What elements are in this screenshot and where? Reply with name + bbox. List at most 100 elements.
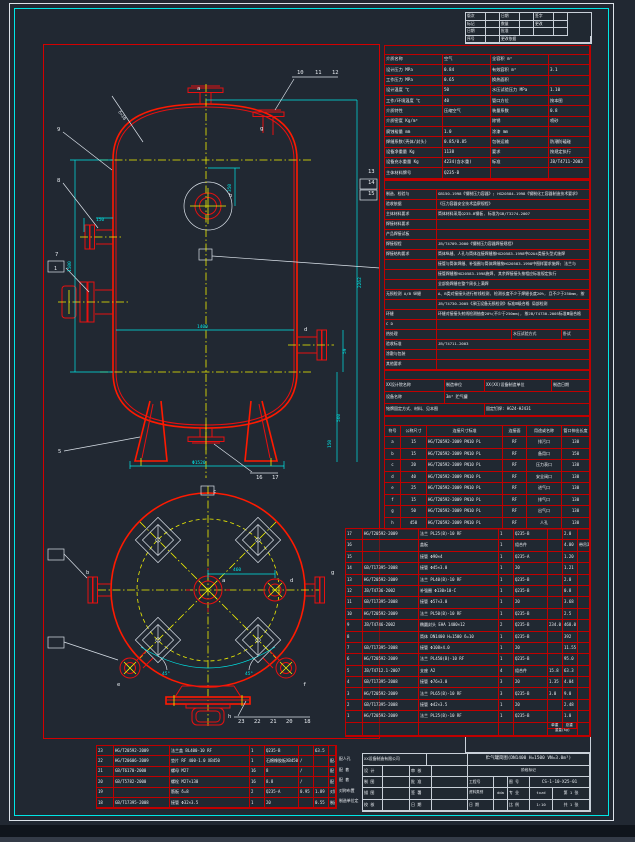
table-cell: 有效容积 m³ xyxy=(491,65,549,76)
table-row: 制造、检验与 GB150-1998《钢制压力容器》; HG20584-1998《钢… xyxy=(385,190,590,200)
table-cell: 20 xyxy=(514,642,548,655)
table-cell: 更改 xyxy=(534,20,554,28)
table-cell: 描 图 xyxy=(363,788,383,800)
table-cell: 19 xyxy=(97,787,114,798)
table-cell xyxy=(383,788,410,800)
table-cell: 接管 Φ108×4.0 xyxy=(419,642,499,655)
table-cell: txzd xyxy=(530,788,553,800)
nozzle-letter-label: a xyxy=(222,578,225,584)
table-cell: 数量 xyxy=(500,20,520,28)
table-cell: dda xyxy=(494,788,508,800)
table-cell xyxy=(383,799,410,811)
table-cell: / xyxy=(299,756,314,767)
table-cell: 批 准 xyxy=(410,777,432,788)
table-row: 主体材料牌号 Q235-B xyxy=(385,168,590,179)
table-row: 铭牌固定方式、材料、见本图 固定钉焊: HG24-HJ431 xyxy=(385,404,590,416)
table-cell: 日 期 xyxy=(410,799,432,811)
column-header xyxy=(363,722,419,736)
part-balloon-label: 12 xyxy=(332,70,339,76)
table-cell: HG/T20592-2009 xyxy=(363,688,419,700)
table-cell: 签 署 xyxy=(410,788,432,800)
table-cell: 11.55 xyxy=(563,642,578,655)
table-row: 设计压力 MPa 0.84 有效容积 m³ 3.1 xyxy=(385,65,590,76)
part-balloon-label: 22 xyxy=(254,719,261,725)
table-cell: 1138 xyxy=(443,147,491,158)
table-cell: 按规定执行 xyxy=(549,147,590,158)
table-cell: 20 xyxy=(514,597,548,609)
table-cell: a xyxy=(385,437,401,449)
table-cell: 接管 Φ57×3.0 xyxy=(419,597,499,609)
table-cell: 法兰 PL25(B)-10 RF xyxy=(419,711,499,723)
table-cell: 1 xyxy=(499,608,514,621)
table-row: 产品焊接试板 xyxy=(385,230,590,240)
table-cell xyxy=(548,563,563,575)
table-cell: 63.3 xyxy=(563,665,578,678)
table-cell: XX(XX)设备制造单位 xyxy=(485,380,552,392)
table-cell: HG/T20592-2009 xyxy=(114,746,170,757)
table-cell: Q235-B xyxy=(514,529,548,541)
table-cell: 3.1 xyxy=(549,65,590,76)
part-balloon-label: 9 xyxy=(57,127,60,133)
drawing-sheet[interactable]: 10 11 12 9 8 7 5 16 17 13 14 15 23 22 21 20 18 a g b d c a d b g e… xyxy=(0,0,635,825)
table-cell: / xyxy=(299,766,314,778)
table-cell xyxy=(548,574,563,586)
table-cell xyxy=(578,574,590,586)
table-row: 17 HG/T20592-2009 法兰 PL25(B)-10 RF 1 Q235-B 2… xyxy=(346,529,590,541)
table-cell: 1 xyxy=(499,551,514,564)
table-cell: 介质特性 xyxy=(385,106,443,117)
table-cell xyxy=(554,20,568,28)
table-cell: 焊接材料要求 xyxy=(385,220,437,230)
table-row: 版次 日期 签字 xyxy=(466,13,591,21)
table-cell xyxy=(383,766,410,777)
table-row: 主体材料要求 筒体材料采用Q235-B钢板, 标准为GB/T3274-2007 xyxy=(385,210,590,220)
table-cell: 按本图 xyxy=(549,96,590,107)
part-balloon-label: 20 xyxy=(286,719,293,725)
table-cell: 卧试 xyxy=(562,330,590,340)
part-balloon-label: 14 xyxy=(368,180,375,186)
table-cell: 20 xyxy=(514,677,548,689)
table-row: 焊接规程 JB/T4709-2000《钢制压力容器焊接规程》 xyxy=(385,240,590,250)
table-cell xyxy=(363,631,419,643)
table-cell: 法兰盖 BL400-10 RF xyxy=(170,746,250,757)
table-cell: 14 xyxy=(346,563,363,575)
table-cell: 筒体材料采用Q235-B钢板, 标准为GB/T3274-2007 xyxy=(437,210,590,220)
table-cell: 腐蚀裕量 mm xyxy=(385,127,443,138)
table-cell xyxy=(578,608,590,621)
table-cell: HG/T20592-2009 xyxy=(363,529,419,541)
table-cell xyxy=(548,597,563,609)
table-cell: 0.8 xyxy=(563,585,578,598)
table-row xyxy=(385,371,590,380)
table-cell xyxy=(437,320,590,330)
table-row: 15 接管 Φ90×4 1 Q235-A 1.20 xyxy=(346,551,590,564)
table-cell: 1.21 xyxy=(563,563,578,575)
table-cell: 筒体 DN1400 H=1500 δ=10 xyxy=(419,631,499,643)
sheet-number: 第 1 张 xyxy=(553,788,590,800)
table-cell: f xyxy=(385,494,401,506)
table-cell: 20 xyxy=(265,797,299,809)
table-cell xyxy=(314,766,329,778)
table-cell: 63.5 xyxy=(314,746,329,757)
dimension-text: 1500 xyxy=(67,261,73,272)
table-cell: 图 号 xyxy=(508,777,530,788)
table-cell: 管口方位 xyxy=(491,96,549,107)
dimension-text: 460 xyxy=(233,567,241,573)
table-cell: 1 xyxy=(499,711,514,723)
design-data-table: 介质名称 空气 全容积 m³ 设计压力 MPa 0.84 有效容积 m³ 3.1 工作压力 M… xyxy=(384,45,591,180)
table-row: 符号 公称尺寸 连接尺寸标准 连接面 用途或名称 管口伸出长度 xyxy=(385,426,590,437)
table-cell: 组合件 xyxy=(514,665,548,678)
table-cell: 焊缝系数(壳体/封头) xyxy=(385,137,443,148)
table-cell: 0.8 xyxy=(549,106,590,117)
table-cell: 8.8 xyxy=(265,777,299,788)
table-cell: 工作压力 MPa xyxy=(385,75,443,86)
table-cell: 支座 A2 xyxy=(419,665,499,678)
nozzle-letter-label: a xyxy=(197,86,200,92)
part-balloon-label: 10 xyxy=(297,70,304,76)
table-cell: 主体材料要求 xyxy=(385,210,437,220)
table-cell xyxy=(432,766,468,777)
table-cell: 130 xyxy=(562,483,590,495)
table-row: 焊接材料要求 xyxy=(385,220,590,230)
part-balloon-label: 16 xyxy=(256,475,263,481)
